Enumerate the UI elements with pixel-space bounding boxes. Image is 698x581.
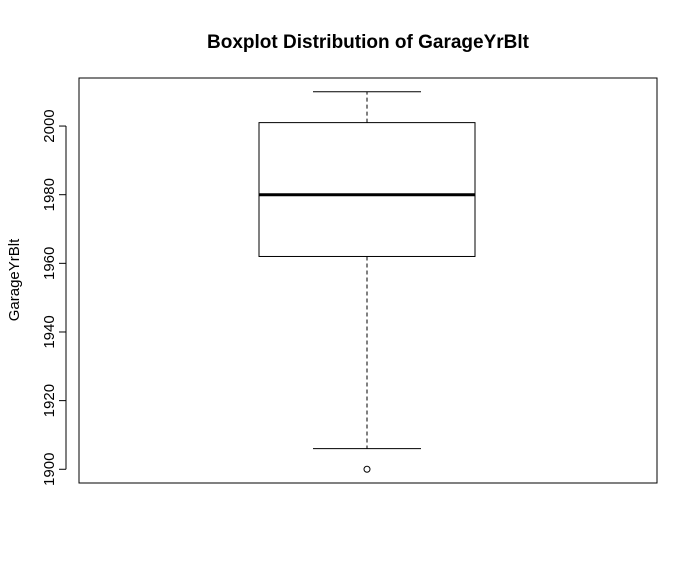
y-tick-label: 1920	[41, 384, 58, 417]
iqr-box	[258, 122, 476, 257]
boxes-group	[258, 91, 476, 473]
y-tick-label: 1940	[41, 315, 58, 348]
plot-frame	[78, 77, 658, 484]
y-axis-label: GarageYrBlt	[6, 238, 23, 321]
y-axis: 1900 1920 1940 1960 1980 2000	[41, 109, 67, 486]
box-plot-group	[258, 91, 476, 473]
y-tick-label: 2000	[41, 109, 58, 142]
y-tick-label: 1900	[41, 453, 58, 486]
y-tick-label: 1960	[41, 247, 58, 280]
chart-title: Boxplot Distribution of GarageYrBlt	[207, 32, 530, 53]
outlier-point	[363, 465, 371, 473]
y-tick-label: 1980	[41, 178, 58, 211]
